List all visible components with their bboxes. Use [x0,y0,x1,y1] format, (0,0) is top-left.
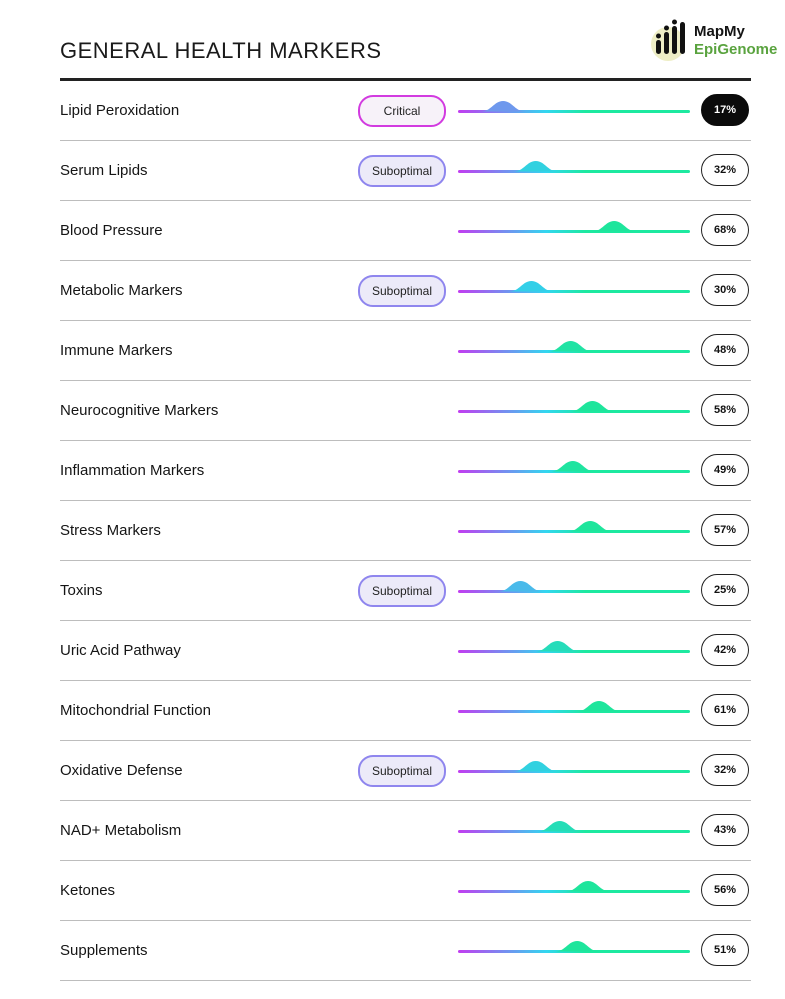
marker-name: NAD+ Metabolism [60,822,182,839]
percent-badge: 43% [701,814,749,846]
slider-knob [568,521,613,532]
slider-knob [535,641,580,652]
slider-knob [550,461,595,472]
slider-track [458,770,690,773]
marker-level-slider [458,461,690,473]
logo-text-line2: EpiGenome [694,41,778,58]
slider-knob [513,161,558,172]
marker-level-slider [458,341,690,353]
marker-row: Blood Pressure 68% [60,201,751,261]
percent-badge: 17% [701,94,749,126]
percent-badge: 32% [701,754,749,786]
slider-knob [481,101,526,112]
logo-text-line1: MapMy [694,23,745,40]
percent-badge: 49% [701,454,749,486]
slider-track [458,170,690,173]
marker-level-slider [458,941,690,953]
marker-name: Lipid Peroxidation [60,102,180,119]
marker-name: Ketones [60,882,116,899]
marker-name: Oxidative Defense [60,762,183,779]
marker-row: Serum Lipids Suboptimal 32% [60,141,751,201]
status-badge: Suboptimal [358,155,446,187]
slider-track [458,710,690,713]
marker-level-slider [458,221,690,233]
marker-row: Oxidative Defense Suboptimal 32% [60,741,751,801]
slider-track [458,230,690,233]
slider-knob [548,341,593,352]
status-badge: Suboptimal [358,275,446,307]
percent-badge: 57% [701,514,749,546]
marker-level-slider [458,761,690,773]
marker-row: Metabolic Markers Suboptimal 30% [60,261,751,321]
slider-knob [592,221,637,232]
percent-badge: 42% [701,634,749,666]
percent-badge: 30% [701,274,749,306]
percent-badge: 25% [701,574,749,606]
marker-name: Uric Acid Pathway [60,642,181,659]
percent-badge: 58% [701,394,749,426]
percent-badge: 48% [701,334,749,366]
slider-knob [513,761,558,772]
slider-knob [576,701,621,712]
marker-list: Lipid Peroxidation Critical 17% Serum Lipid… [60,81,751,981]
percent-badge: 61% [701,694,749,726]
marker-row: Stress Markers 57% [60,501,751,561]
slider-knob [537,821,582,832]
marker-level-slider [458,161,690,173]
marker-level-slider [458,821,690,833]
marker-name: Toxins [60,582,103,599]
slider-track [458,290,690,293]
marker-row: Supplements 51% [60,921,751,981]
marker-name: Blood Pressure [60,222,163,239]
slider-knob [570,401,615,412]
status-badge: Suboptimal [358,755,446,787]
slider-knob [509,281,554,292]
marker-name: Supplements [60,942,148,959]
header-divider [60,78,751,81]
slider-track [458,590,690,593]
marker-row: Ketones 56% [60,861,751,921]
marker-level-slider [458,881,690,893]
percent-badge: 68% [701,214,749,246]
marker-level-slider [458,401,690,413]
percent-badge: 56% [701,874,749,906]
marker-row: Inflammation Markers 49% [60,441,751,501]
percent-badge: 51% [701,934,749,966]
marker-row: NAD+ Metabolism 43% [60,801,751,861]
marker-name: Stress Markers [60,522,161,539]
slider-knob [566,881,611,892]
percent-badge: 32% [701,154,749,186]
slider-knob [555,941,600,952]
marker-row: Neurocognitive Markers 58% [60,381,751,441]
marker-level-slider [458,281,690,293]
marker-row: Immune Markers 48% [60,321,751,381]
marker-level-slider [458,641,690,653]
marker-row: Uric Acid Pathway 42% [60,621,751,681]
marker-row: Toxins Suboptimal 25% [60,561,751,621]
logo-bars-icon [651,19,685,61]
marker-level-slider [458,581,690,593]
marker-name: Metabolic Markers [60,282,183,299]
marker-level-slider [458,521,690,533]
marker-row: Mitochondrial Function 61% [60,681,751,741]
marker-name: Inflammation Markers [60,462,205,479]
marker-name: Immune Markers [60,342,173,359]
status-badge: Critical [358,95,446,127]
marker-name: Neurocognitive Markers [60,402,219,419]
page-title: GENERAL HEALTH MARKERS [60,38,382,63]
slider-knob [498,581,543,592]
brand-logo: MapMy EpiGenome [650,18,777,64]
marker-name: Serum Lipids [60,162,148,179]
marker-level-slider [458,101,690,113]
marker-level-slider [458,701,690,713]
marker-name: Mitochondrial Function [60,702,211,719]
marker-row: Lipid Peroxidation Critical 17% [60,81,751,141]
status-badge: Suboptimal [358,575,446,607]
